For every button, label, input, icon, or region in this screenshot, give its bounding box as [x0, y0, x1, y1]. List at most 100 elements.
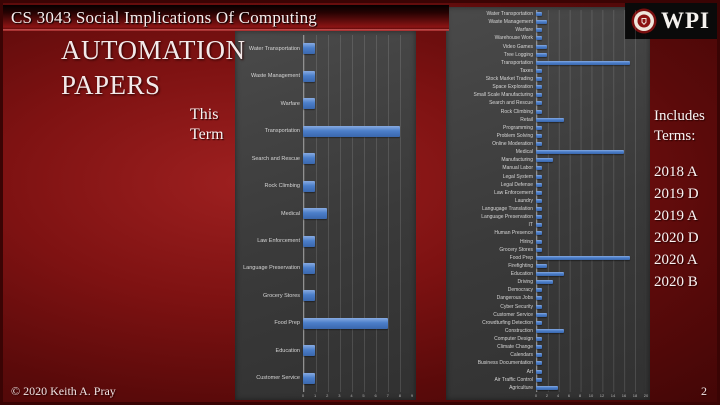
bar [303, 317, 388, 329]
category-label: Laundry [514, 197, 533, 204]
bar [536, 125, 542, 130]
chart-row: Programming [450, 124, 646, 132]
category-label: Water Transportation [486, 11, 533, 18]
bar [536, 247, 542, 252]
this-term-caption: This Term [190, 106, 224, 143]
category-label: Warfare [280, 100, 300, 107]
chart-row: Customer Service [239, 365, 412, 392]
chart-row: Medical [239, 200, 412, 227]
bar [536, 377, 542, 382]
chart-row: Grocery Stores [239, 282, 412, 309]
tick-label: 2 [545, 393, 549, 398]
category-label: Search and Rescue [251, 155, 300, 162]
chart-row: Driving [450, 278, 646, 286]
bar [536, 44, 547, 49]
chart-row: Rock Climbing [450, 108, 646, 116]
bar [536, 174, 542, 179]
bar [536, 280, 553, 285]
bar [303, 43, 316, 55]
tick-label: 12 [599, 393, 605, 398]
bar-cell [536, 10, 646, 18]
bar-cell [536, 132, 646, 140]
chart-row: Dangerous Jobs [450, 294, 646, 302]
category-label: Video Games [502, 43, 533, 50]
bar-cell [536, 343, 646, 351]
category-label: Medical [281, 210, 300, 217]
bar-cell [536, 173, 646, 181]
chart-row: IT [450, 221, 646, 229]
bar [303, 70, 316, 82]
chart-row: Small Scale Manufacturing [450, 91, 646, 99]
category-label: Customer Service [493, 311, 533, 318]
bar-cell [303, 337, 412, 364]
category-label: Warfare [515, 27, 533, 34]
category-label: Dangerous Jobs [496, 295, 533, 302]
category-label: IT [528, 222, 533, 229]
term-item: 2020 B [654, 274, 698, 290]
bar-cell [303, 90, 412, 117]
tick-label: 9 [410, 393, 414, 398]
chart-row: Crowdturfing Detection [450, 319, 646, 327]
bar-cell [536, 75, 646, 83]
bar-cell [536, 164, 646, 172]
chart-rows: Water Transportation Waste Management Warf… [239, 35, 412, 392]
bar [536, 304, 542, 309]
bar-cell [536, 181, 646, 189]
bar [536, 190, 542, 195]
all-terms-bar-chart: Water Transportation Waste Management Warf… [450, 10, 648, 400]
bar-cell [536, 270, 646, 278]
bar [536, 320, 542, 325]
bar [536, 142, 542, 147]
bar [536, 385, 558, 390]
wpi-logo-text: WPI [661, 8, 710, 33]
bar-cell [536, 124, 646, 132]
bar [536, 361, 542, 366]
bar-cell [536, 83, 646, 91]
bar-cell [536, 278, 646, 286]
chart-row: Climate Change [450, 343, 646, 351]
slide-heading: AUTOMATION PAPERS [61, 35, 246, 101]
tick-label: 16 [621, 393, 627, 398]
category-label: Rock Climbing [264, 183, 300, 190]
bar-cell [303, 35, 412, 62]
bar [536, 223, 542, 228]
category-label: Language Preservation [243, 265, 300, 272]
category-label: Hiring [519, 238, 533, 245]
bar [536, 312, 547, 317]
chart-row: Medical [450, 148, 646, 156]
category-label: Crowdturfing Detection [482, 319, 533, 326]
category-label: Warehouse Work [494, 35, 533, 42]
category-label: Food Prep [274, 320, 300, 327]
bar [536, 52, 547, 57]
bar-cell [536, 384, 646, 392]
category-label: Education [510, 271, 533, 278]
tick-label: 6 [374, 393, 377, 398]
bar [536, 109, 542, 114]
this-term-bar-chart: Water Transportation Waste Management Warf… [239, 35, 414, 400]
chart-row: Tree Logging [450, 51, 646, 59]
bar [536, 263, 547, 268]
category-label: Small Scale Manufacturing [473, 92, 533, 99]
bar-cell [536, 213, 646, 221]
category-label: Legal System [502, 173, 533, 180]
category-label: Waste Management [250, 73, 300, 80]
category-label: Education [275, 347, 300, 354]
chart-row: Cyber Security [450, 303, 646, 311]
bar [536, 198, 542, 203]
tick-label: 6 [567, 393, 571, 398]
bar [536, 239, 542, 244]
category-label: Democracy [507, 287, 533, 294]
terms-list: 2018 A 2019 D 2019 A 2020 D 2020 A 2020 B [654, 161, 699, 293]
category-label: Firefighting [508, 262, 533, 269]
chart-row: Education [239, 337, 412, 364]
bar [536, 353, 542, 358]
chart-row: Water Transportation [450, 10, 646, 18]
category-label: Taxes [519, 67, 533, 74]
chart-row: Customer Service [450, 311, 646, 319]
bar [536, 337, 542, 342]
bar-cell [303, 145, 412, 172]
chart-row: Language Preservation [239, 255, 412, 282]
category-label: Language Preservation [481, 214, 533, 221]
bar [536, 158, 553, 163]
bar-cell [303, 200, 412, 227]
